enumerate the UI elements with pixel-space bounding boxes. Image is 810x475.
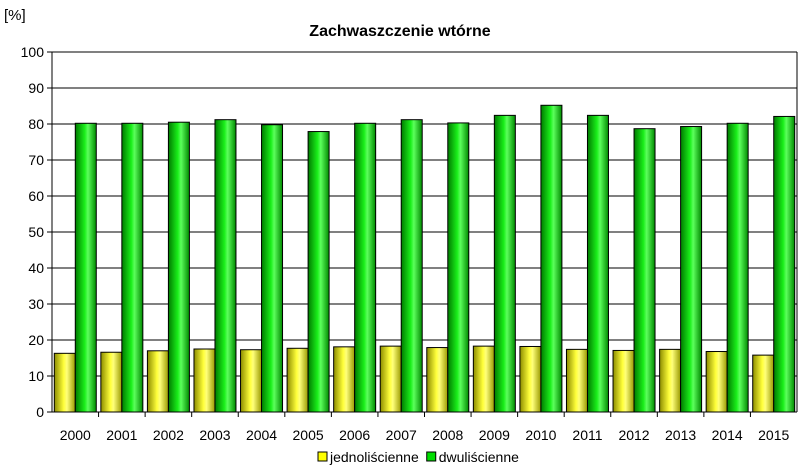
x-tick-label: 2004 [246, 427, 277, 443]
bar-jednoliscienne-2010 [519, 345, 542, 413]
y-tick-label: 30 [28, 296, 44, 312]
y-tick-label: 90 [28, 80, 44, 96]
bar-dwuliscienne-2011 [586, 114, 609, 413]
bar-jednoliscienne-2007 [379, 345, 402, 413]
bar-dwuliscienne-2005 [307, 131, 330, 413]
x-tick-label: 2012 [618, 427, 649, 443]
x-tick-label: 2005 [293, 427, 324, 443]
y-tick-label: 70 [28, 152, 44, 168]
x-tick-label: 2014 [712, 427, 743, 443]
bar-dwuliscienne-2001 [121, 122, 144, 413]
x-tick-label: 2000 [60, 427, 91, 443]
bar-dwuliscienne-2010 [540, 104, 563, 413]
y-tick-label: 60 [28, 188, 44, 204]
bar-jednoliscienne-2014 [705, 351, 728, 413]
y-tick-label: 50 [28, 224, 44, 240]
bar-jednoliscienne-2009 [472, 345, 495, 413]
x-tick-label: 2007 [386, 427, 417, 443]
bar-jednoliscienne-2001 [100, 351, 123, 413]
x-tick-label: 2009 [479, 427, 510, 443]
x-tick-label: 2008 [432, 427, 463, 443]
bar-dwuliscienne-2003 [214, 119, 237, 413]
bar-dwuliscienne-2004 [261, 124, 284, 413]
x-tick-label: 2001 [106, 427, 137, 443]
bar-jednoliscienne-2005 [286, 347, 309, 413]
bar-dwuliscienne-2013 [680, 126, 703, 413]
bar-dwuliscienne-2008 [447, 122, 470, 413]
bar-dwuliscienne-2006 [354, 122, 377, 413]
bar-dwuliscienne-2000 [74, 122, 97, 413]
y-tick-label: 40 [28, 260, 44, 276]
y-unit-label: [%] [4, 7, 26, 24]
axes: 0 10 20 30 40 50 60 70 80 90 100 2000 2001 2002 2003 20… [21, 44, 798, 443]
bar-dwuliscienne-2012 [633, 128, 656, 413]
bar-jednoliscienne-2013 [659, 348, 682, 413]
bar-dwuliscienne-2002 [167, 121, 190, 413]
bar-jednoliscienne-2000 [53, 352, 76, 413]
bar-jednoliscienne-2002 [146, 350, 169, 413]
x-tick-label: 2003 [199, 427, 230, 443]
y-tick-label: 80 [28, 116, 44, 132]
bar-jednoliscienne-2011 [565, 348, 588, 413]
bar-jednoliscienne-2012 [612, 349, 635, 413]
bar-dwuliscienne-2015 [773, 115, 796, 413]
x-tick-label: 2011 [572, 427, 602, 443]
bar-jednoliscienne-2004 [240, 349, 263, 413]
bar-dwuliscienne-2009 [493, 114, 516, 413]
legend-label: jednoliścienne [329, 449, 419, 465]
y-tick-label: 20 [28, 332, 44, 348]
legend: jednoliścienne dwuliścienne [317, 449, 519, 465]
bar-jednoliscienne-2015 [752, 354, 775, 413]
bars [53, 104, 796, 413]
x-tick-label: 2013 [665, 427, 696, 443]
y-tick-label: 0 [36, 404, 44, 420]
y-tick-label: 100 [21, 44, 45, 60]
y-tick-label: 10 [28, 368, 44, 384]
bar-jednoliscienne-2008 [426, 347, 449, 413]
x-tick-label: 2010 [525, 427, 556, 443]
chart-title: Zachwaszczenie wtórne [309, 23, 490, 40]
bar-dwuliscienne-2014 [726, 122, 749, 413]
x-tick-label: 2015 [758, 427, 789, 443]
legend-swatch [317, 451, 328, 462]
x-tick-label: 2006 [339, 427, 370, 443]
legend-label: dwuliścienne [439, 449, 519, 465]
bar-jednoliscienne-2003 [193, 348, 216, 413]
bar-jednoliscienne-2006 [333, 346, 356, 413]
legend-swatch [426, 451, 437, 462]
x-tick-label: 2002 [153, 427, 184, 443]
bar-dwuliscienne-2007 [400, 119, 423, 413]
